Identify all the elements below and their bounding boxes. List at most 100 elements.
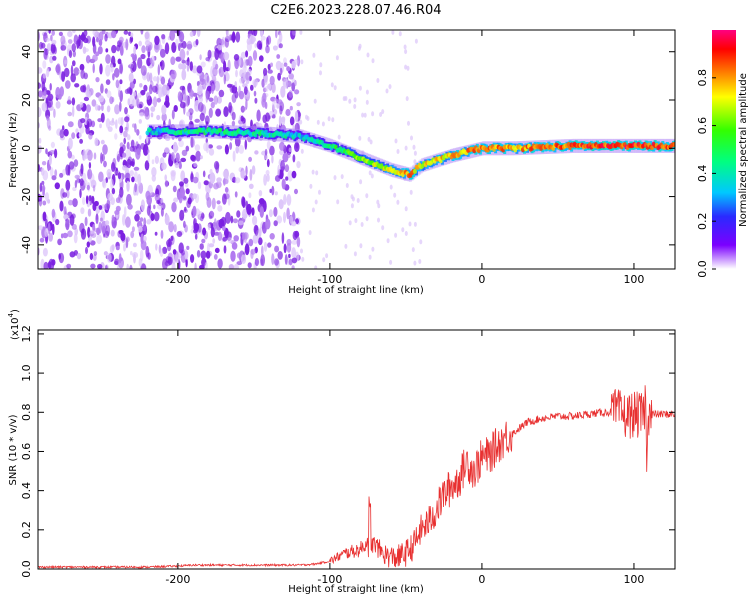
noise-blob <box>111 214 115 222</box>
noise-blob <box>259 55 264 62</box>
noise-blob <box>38 90 43 98</box>
noise-blob <box>348 98 352 104</box>
noise-blob <box>216 177 222 183</box>
noise-blob <box>286 207 290 220</box>
noise-blob <box>100 112 105 123</box>
noise-blob <box>171 42 177 53</box>
noise-blob <box>39 182 43 193</box>
noise-blob <box>240 115 244 122</box>
noise-blob <box>46 43 52 52</box>
noise-blob <box>321 121 325 127</box>
noise-blob <box>246 41 252 52</box>
noise-blob <box>254 225 259 236</box>
noise-blob <box>79 178 84 187</box>
noise-blob <box>99 217 103 222</box>
noise-blob <box>240 170 247 179</box>
noise-blob <box>51 39 57 45</box>
noise-blob <box>68 50 73 58</box>
noise-blob <box>156 114 161 121</box>
noise-blob <box>98 205 103 210</box>
noise-blob <box>195 150 201 162</box>
noise-blob <box>152 76 158 82</box>
noise-blob <box>119 186 124 198</box>
noise-blob <box>71 97 76 106</box>
noise-blob <box>353 104 357 109</box>
noise-blob <box>104 33 108 42</box>
noise-blob <box>181 40 187 49</box>
noise-blob <box>263 241 268 252</box>
noise-blob <box>259 30 264 38</box>
noise-blob <box>202 227 207 236</box>
noise-blob <box>72 50 77 58</box>
noise-blob <box>250 248 256 255</box>
x-tick-label: -100 <box>317 573 342 586</box>
noise-blob <box>171 109 175 120</box>
noise-blob <box>38 107 42 118</box>
noise-blob <box>369 139 373 145</box>
noise-blob <box>50 43 56 54</box>
noise-blob <box>251 207 255 216</box>
noise-blob <box>49 83 52 91</box>
noise-blob <box>126 134 131 141</box>
noise-blob <box>224 144 229 155</box>
noise-blob <box>149 57 153 64</box>
noise-blob <box>296 102 301 107</box>
noise-blob <box>218 89 225 98</box>
noise-blob <box>211 197 216 210</box>
noise-blob <box>119 62 123 74</box>
noise-blob <box>150 112 154 118</box>
snr-x-label: Height of straight line (km) <box>288 584 424 595</box>
noise-blob <box>194 262 197 269</box>
noise-blob <box>86 241 91 248</box>
noise-blob <box>419 239 423 245</box>
noise-blob <box>110 178 114 190</box>
noise-blob <box>146 92 151 100</box>
noise-blob <box>101 225 106 235</box>
noise-blob <box>85 90 91 97</box>
noise-blob <box>294 79 297 87</box>
noise-blob <box>236 210 241 218</box>
noise-blob <box>125 216 131 228</box>
noise-blob <box>66 263 72 269</box>
noise-blob <box>291 170 297 179</box>
noise-blob <box>242 106 247 111</box>
noise-blob <box>236 252 242 259</box>
colorbar-tick-label: 0.6 <box>696 117 709 135</box>
noise-blob <box>240 51 246 59</box>
noise-blob <box>413 159 417 165</box>
noise-blob <box>233 235 239 242</box>
noise-blob <box>350 194 354 200</box>
noise-blob <box>165 85 170 96</box>
snr-y-label: SNR (10 * v/v) <box>8 414 19 485</box>
y-tick-label: 40 <box>20 45 33 59</box>
noise-blob <box>404 206 408 212</box>
noise-blob <box>179 31 185 43</box>
noise-blob <box>133 171 138 183</box>
noise-blob <box>179 85 185 91</box>
noise-blob <box>152 96 158 108</box>
y-tick-label: 1.2 <box>20 325 33 343</box>
noise-blob <box>274 191 278 196</box>
noise-blob <box>313 98 317 104</box>
noise-blob <box>401 227 405 233</box>
noise-blob <box>267 242 272 248</box>
noise-blob <box>85 55 91 64</box>
noise-blob <box>184 206 187 212</box>
noise-blob <box>222 236 228 242</box>
noise-blob <box>301 256 305 262</box>
noise-blob <box>73 233 78 244</box>
noise-blob <box>98 31 104 42</box>
noise-blob <box>67 39 73 44</box>
noise-blob <box>159 248 164 257</box>
noise-blob <box>322 257 326 263</box>
noise-blob <box>71 132 76 140</box>
noise-blob <box>102 179 105 188</box>
noise-blob <box>252 234 259 244</box>
noise-blob <box>42 73 47 79</box>
spectrogram-x-label: Height of straight line (km) <box>288 285 424 296</box>
noise-blob <box>106 198 111 210</box>
noise-blob <box>409 189 413 195</box>
noise-blob <box>277 72 281 81</box>
noise-blob <box>124 126 128 131</box>
noise-blob <box>43 261 49 269</box>
